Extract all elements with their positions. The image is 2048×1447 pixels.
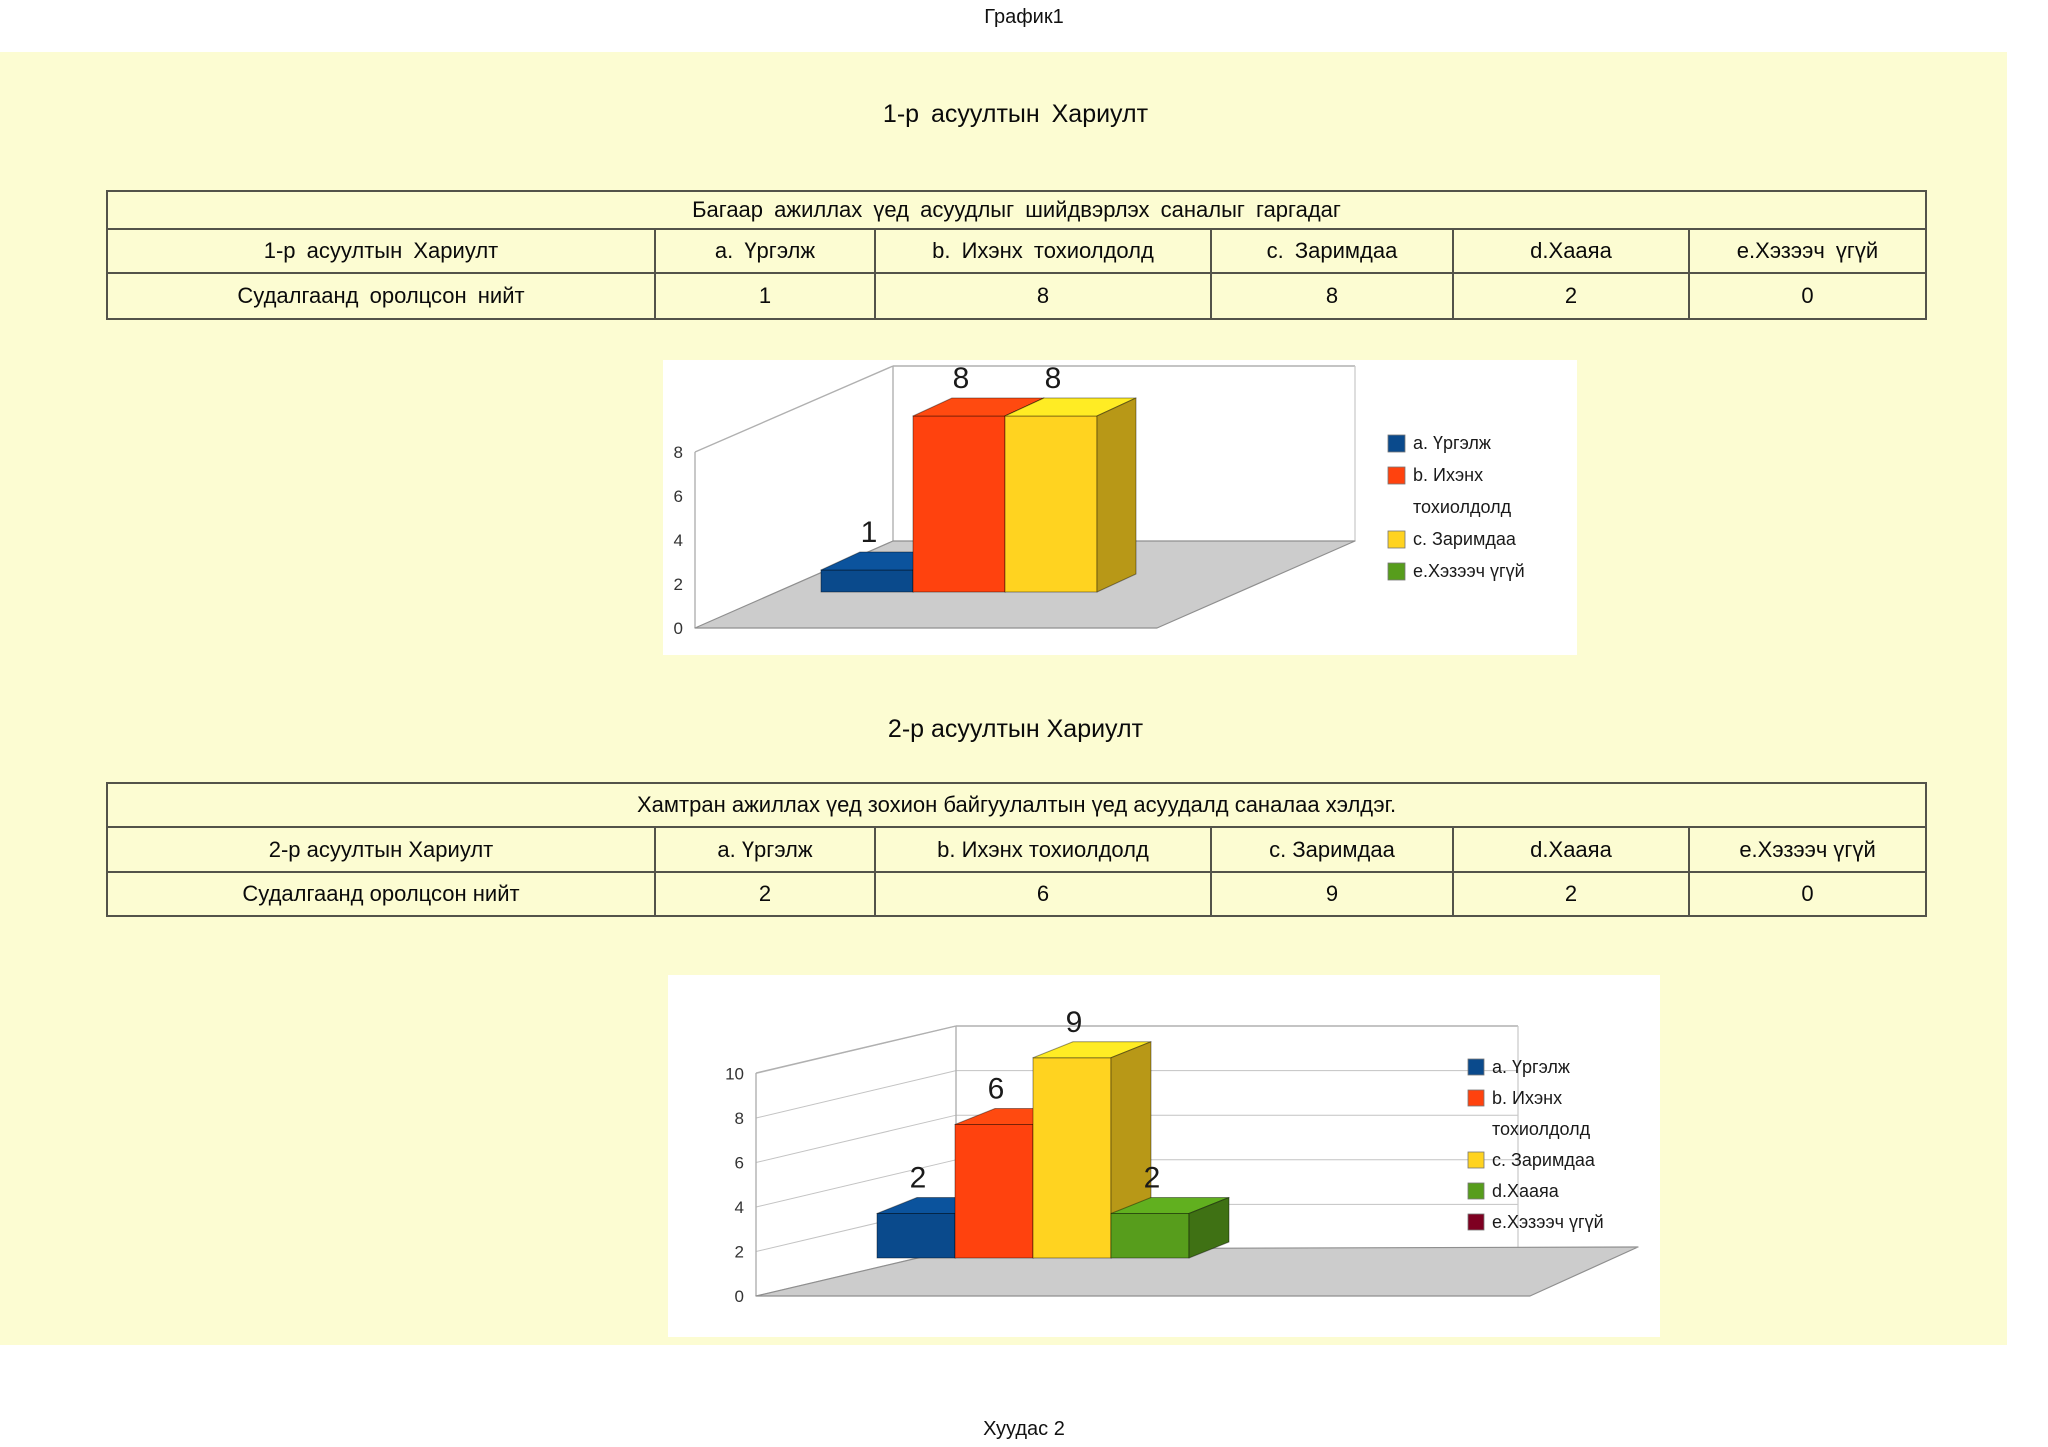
table-header-cell: 1-р асуултын Хариулт: [106, 228, 656, 274]
chart-floor: [755, 1246, 1639, 1297]
table-data-cell: Судалгаанд оролцсон нийт: [106, 272, 656, 320]
table-header-cell: c. Заримдаа: [1210, 826, 1454, 873]
table-header-cell: c. Заримдаа: [1210, 228, 1454, 274]
legend-label: e.Хэзээч үгүй: [1413, 561, 1525, 581]
axis-tick-label: 4: [735, 1198, 744, 1217]
table-row: 2-р асуултын Хариулт a. Үргэлж b. Ихэнх …: [106, 826, 1928, 873]
legend-swatch: [1387, 434, 1406, 453]
bar: [1110, 1197, 1230, 1259]
page-number-footer: Хуудас 2: [983, 1418, 1065, 1440]
legend-label: e.Хэзээч үгүй: [1492, 1212, 1604, 1232]
wall-edge: [755, 1025, 957, 1074]
chart-legend: a. Үргэлж b. Ихэнх тохиолдолд c. Заримдаа d.…: [1467, 1057, 1604, 1232]
axis-tick-label: 0: [735, 1287, 744, 1306]
table-row: Судалгаанд оролцсон нийт 1 8 8 2 0: [106, 272, 1928, 320]
left-wall-gridline: [755, 1070, 957, 1119]
legend-swatch: [1467, 1213, 1485, 1231]
axis-tick-label: 0: [674, 619, 683, 638]
table-data-cell: 8: [874, 272, 1212, 320]
table-header-cell: d.Хааяа: [1452, 228, 1690, 274]
table-header-cell: e.Хэзээч үгүй: [1687, 826, 1928, 873]
table-header-cell: 2-р асуултын Хариулт: [106, 826, 656, 873]
bar-data-label: 8: [953, 362, 970, 395]
table-1-caption: Багаар ажиллах үед асуудлыг шийдвэрлэх с…: [105, 190, 1928, 230]
legend-label: c. Заримдаа: [1413, 529, 1517, 549]
table-data-cell: 1: [654, 272, 876, 320]
section-2-title: 2-р асуултын Хариулт: [887, 715, 1144, 743]
axis-tick-label: 2: [735, 1243, 744, 1262]
table-data-cell: Судалгаанд оролцсон нийт: [106, 871, 656, 917]
table-data-cell: 8: [1210, 272, 1454, 320]
bar-data-label: 1: [861, 516, 878, 549]
legend-swatch: [1387, 562, 1406, 581]
bar-data-label: 8: [1045, 362, 1062, 395]
bar-chart-2: 0 2 4 6 8 10 2 6 9 2 a. Үргэлж b. Ихэнх тохиолдолд c.…: [668, 975, 1660, 1337]
axis-tick-label: 6: [674, 487, 683, 506]
table-data-cell: 2: [654, 871, 876, 917]
legend-swatch: [1467, 1089, 1485, 1107]
axis-tick-label: 6: [735, 1154, 744, 1173]
axis-tick-label: 2: [674, 575, 683, 594]
bar-data-label: 6: [988, 1073, 1005, 1106]
bar-data-label: 9: [1066, 1006, 1083, 1039]
table-header-cell: d.Хааяа: [1452, 826, 1690, 873]
table-header-cell: b. Ихэнх тохиолдолд: [874, 826, 1212, 873]
axis-tick-label: 10: [725, 1065, 744, 1084]
table-row: 1-р асуултын Хариулт a. Үргэлж b. Ихэнх …: [106, 228, 1928, 274]
left-wall-gridline: [755, 1159, 957, 1208]
table-header-cell: a. Үргэлж: [654, 826, 876, 873]
table-row: Судалгаанд оролцсон нийт 2 6 9 2 0: [106, 871, 1928, 917]
legend-label: c. Заримдаа: [1492, 1150, 1596, 1170]
table-data-cell: 6: [874, 871, 1212, 917]
axis-tick-label: 8: [674, 443, 683, 462]
legend-swatch: [1467, 1182, 1485, 1200]
legend-swatch: [1467, 1058, 1485, 1076]
table-data-cell: 0: [1687, 871, 1928, 917]
table-data-cell: 9: [1210, 871, 1454, 917]
wall-edge: [694, 365, 894, 453]
table-header-cell: e.Хэзээч үгүй: [1687, 228, 1928, 274]
bar: [1004, 397, 1137, 593]
chart-legend: a. Үргэлж b. Ихэнх тохиолдолд c. Заримдаа e.…: [1387, 433, 1525, 581]
bar-data-label: 2: [910, 1162, 927, 1195]
legend-label: b. Ихэнх: [1492, 1088, 1562, 1108]
legend-swatch: [1387, 530, 1406, 549]
table-row: Хамтран ажиллах үед зохион байгуулалтын …: [105, 782, 1928, 828]
table-data-cell: 2: [1452, 871, 1690, 917]
table-row: Багаар ажиллах үед асуудлыг шийдвэрлэх с…: [105, 190, 1928, 230]
table-data-cell: 2: [1452, 272, 1690, 320]
legend-swatch: [1387, 466, 1406, 485]
table-header-cell: a. Үргэлж: [654, 228, 876, 274]
left-wall-gridline: [755, 1114, 957, 1163]
table-header-cell: b. Ихэнх тохиолдолд: [874, 228, 1212, 274]
axis-tick-label: 8: [735, 1109, 744, 1128]
legend-label: d.Хааяа: [1492, 1181, 1560, 1201]
legend-label: a. Үргэлж: [1492, 1057, 1570, 1077]
axis-tick-label: 4: [674, 531, 683, 550]
table-data-cell: 0: [1687, 272, 1928, 320]
table-2-caption: Хамтран ажиллах үед зохион байгуулалтын …: [105, 782, 1928, 828]
legend-label: a. Үргэлж: [1413, 433, 1491, 453]
bar-data-label: 2: [1144, 1162, 1161, 1195]
legend-label: b. Ихэнх: [1413, 465, 1483, 485]
legend-label: тохиолдолд: [1413, 497, 1512, 517]
section-1-title: 1-р асуултын Хариулт: [882, 100, 1149, 128]
bar-chart-1: 0 2 4 6 8 1 8 8 a. Үргэлж b. Ихэнх тохиолдолд c. За…: [663, 360, 1577, 655]
legend-label: тохиолдолд: [1492, 1119, 1591, 1139]
table-2: Хамтран ажиллах үед зохион байгуулалтын …: [105, 782, 1928, 917]
table-1: Багаар ажиллах үед асуудлыг шийдвэрлэх с…: [105, 190, 1928, 320]
sheet-tab-header: График1: [984, 6, 1064, 28]
legend-swatch: [1467, 1151, 1485, 1169]
